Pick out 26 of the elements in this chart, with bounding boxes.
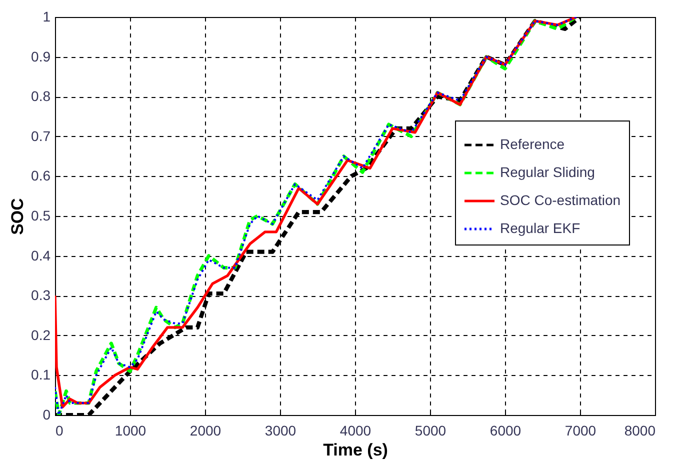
y-tick-label: 0.7	[31, 128, 51, 144]
y-axis-title: SOC	[8, 198, 28, 235]
x-tick-label: 5000	[414, 422, 446, 438]
x-tick-label: 1000	[114, 422, 146, 438]
y-tick-label: 0.6	[31, 168, 51, 184]
legend-label: Regular EKF	[500, 220, 580, 236]
x-axis-title: Time (s)	[323, 440, 388, 460]
x-tick-label: 2000	[190, 422, 222, 438]
legend-label: Reference	[500, 136, 565, 152]
y-tick-label: 0	[42, 406, 51, 422]
y-tick-label: 0.3	[31, 287, 51, 304]
y-tick-label: 0.4	[31, 247, 51, 264]
x-tick-label: 3000	[264, 422, 296, 438]
legend-label: SOC Co-estimation	[500, 192, 621, 208]
x-tick-label: 6000	[490, 422, 522, 438]
y-tick-label: 0.1	[31, 366, 51, 383]
x-tick-label: 0	[56, 422, 64, 438]
x-tick-label: 7000	[564, 422, 596, 438]
legend-label: Regular Sliding	[500, 164, 595, 180]
x-tick-label: 8000	[624, 422, 656, 438]
y-tick-label: 0.8	[31, 88, 51, 104]
y-tick-label: 0.5	[31, 208, 51, 224]
y-tick-label: 0.2	[31, 326, 51, 343]
y-tick-label: 0.9	[31, 48, 51, 64]
y-tick-label: 1	[42, 8, 51, 24]
x-tick-label: 4000	[340, 422, 372, 438]
